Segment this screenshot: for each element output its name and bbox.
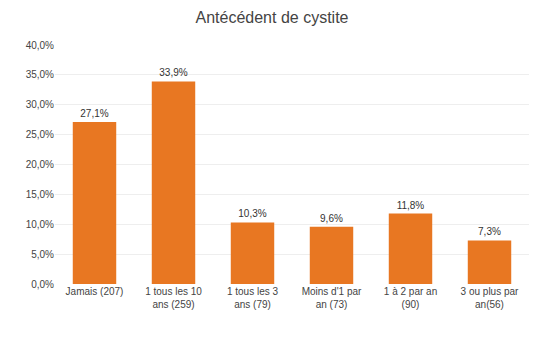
svg-text:1 à 2 par an(90): 1 à 2 par an(90) — [384, 286, 437, 310]
svg-text:40,0%: 40,0% — [26, 40, 54, 51]
svg-text:0,0%: 0,0% — [31, 279, 54, 290]
svg-text:10,0%: 10,0% — [26, 219, 54, 230]
svg-text:5,0%: 5,0% — [31, 249, 54, 260]
svg-text:9,6%: 9,6% — [320, 213, 343, 224]
svg-text:Moins d'1 paran (73): Moins d'1 paran (73) — [302, 286, 362, 310]
svg-text:20,0%: 20,0% — [26, 159, 54, 170]
svg-text:7,3%: 7,3% — [478, 226, 501, 237]
svg-text:11,8%: 11,8% — [397, 200, 425, 211]
svg-text:10,3%: 10,3% — [238, 208, 266, 219]
svg-text:35,0%: 35,0% — [26, 69, 54, 80]
svg-text:30,0%: 30,0% — [26, 99, 54, 110]
svg-text:Jamais (207): Jamais (207) — [66, 286, 124, 297]
svg-text:1 tous les 10ans (259): 1 tous les 10ans (259) — [145, 286, 202, 310]
svg-text:Antécédent de cystite: Antécédent de cystite — [196, 9, 349, 26]
svg-text:27,1%: 27,1% — [80, 108, 108, 119]
svg-text:15,0%: 15,0% — [26, 189, 54, 200]
svg-text:25,0%: 25,0% — [26, 129, 54, 140]
svg-text:3 ou plus paran(56): 3 ou plus paran(56) — [461, 286, 519, 310]
svg-text:1 tous les 3ans (79): 1 tous les 3ans (79) — [227, 286, 279, 310]
svg-text:33,9%: 33,9% — [159, 67, 187, 78]
